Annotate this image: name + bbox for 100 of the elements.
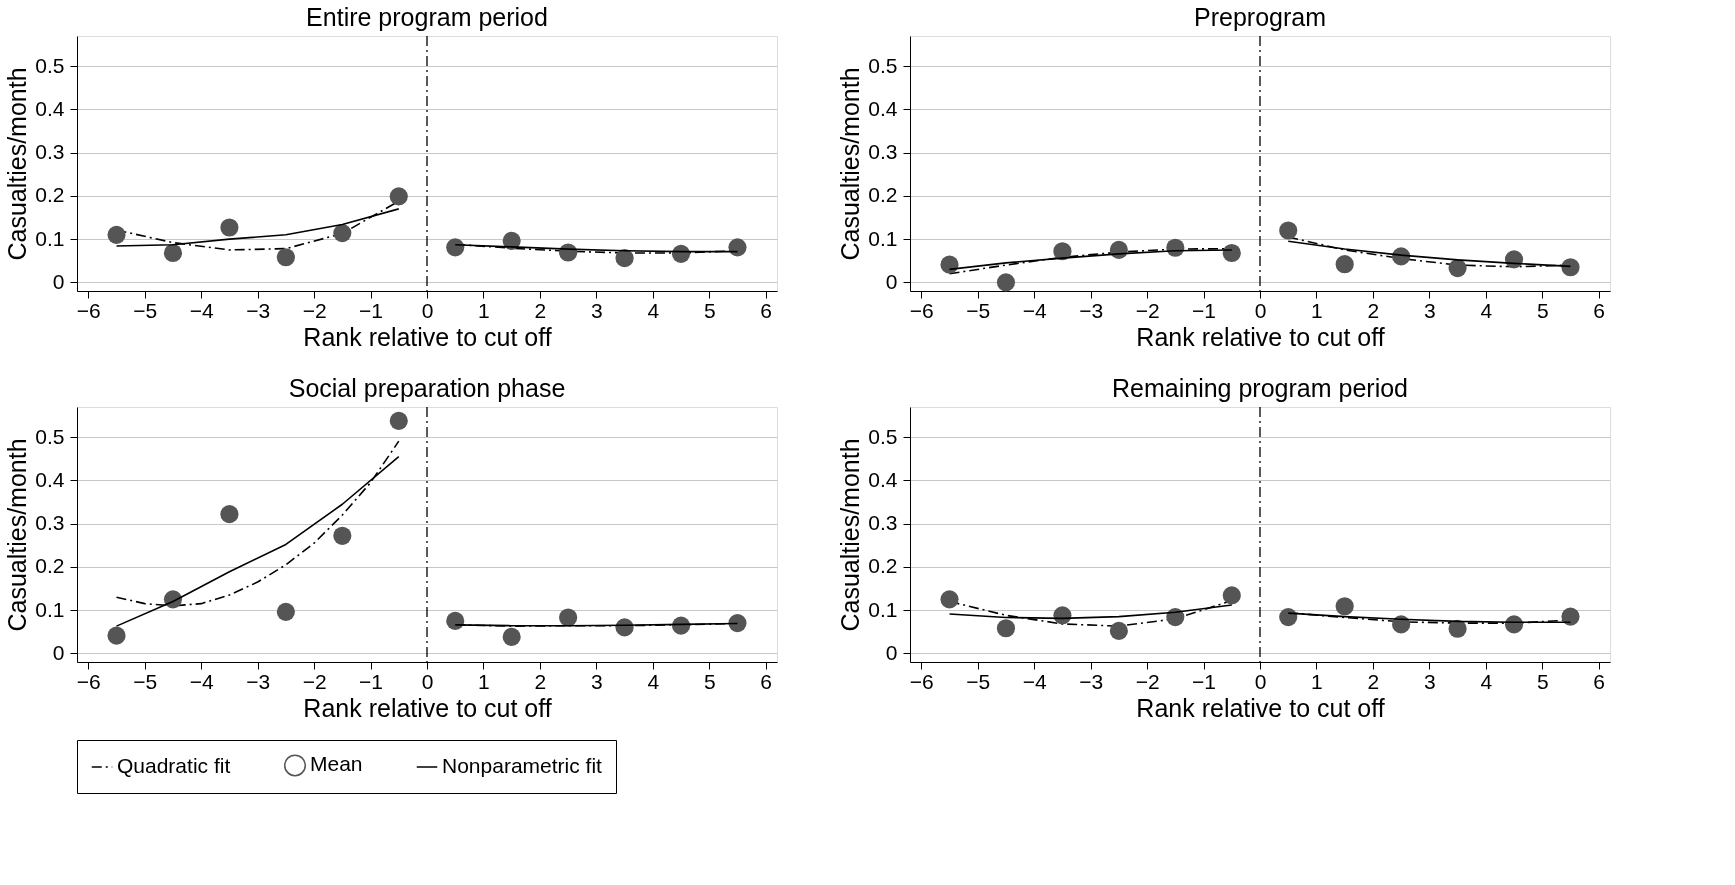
x-tick-label: −4 — [189, 669, 214, 693]
point — [1109, 240, 1128, 260]
y-tick-label: 0.5 — [868, 53, 898, 77]
point — [502, 627, 521, 646]
y-axis-title: Casualties/month — [3, 438, 32, 632]
point — [333, 224, 352, 243]
x-tick-label: 5 — [1536, 669, 1549, 693]
legend-label: Quadratic fit — [117, 754, 231, 777]
point — [728, 238, 747, 257]
x-tick-label: −1 — [1192, 669, 1217, 693]
x-tick-label: 1 — [1311, 669, 1323, 693]
x-axis-title: Rank relative to cut off — [303, 322, 552, 351]
x-tick-label: −3 — [246, 298, 271, 322]
x-tick-label: −4 — [189, 298, 214, 322]
x-axis-title: Rank relative to cut off — [1136, 693, 1385, 722]
x-tick-label: −4 — [1022, 669, 1047, 693]
point — [163, 243, 183, 263]
point — [220, 218, 239, 237]
legend-label: Nonparametric fit — [442, 754, 603, 777]
y-tick-label: 0.4 — [35, 96, 65, 120]
point — [940, 255, 959, 274]
point — [1561, 258, 1580, 277]
x-tick-label: −6 — [76, 298, 101, 322]
x-tick-label: −3 — [1079, 298, 1104, 322]
point — [1222, 243, 1241, 263]
point — [615, 249, 634, 268]
x-tick-label: −3 — [246, 669, 271, 693]
x-tick-label: −5 — [133, 669, 158, 693]
y-tick-label: 0.3 — [35, 511, 65, 535]
chart-title: Social preparation phase — [288, 374, 566, 403]
chart-title: Remaining program period — [1112, 374, 1408, 403]
x-tick-label: −2 — [1135, 298, 1160, 322]
y-tick-label: 0 — [885, 640, 898, 664]
y-tick-label: 0.2 — [868, 554, 898, 578]
point — [107, 626, 126, 645]
point — [389, 187, 408, 206]
point — [1166, 607, 1185, 627]
x-tick-label: 6 — [1593, 669, 1606, 693]
point — [276, 248, 295, 267]
x-tick-label: −2 — [302, 669, 327, 693]
x-axis-title: Rank relative to cut off — [303, 693, 552, 722]
y-tick-label: 0.3 — [868, 140, 898, 164]
y-tick-label: 0.2 — [35, 554, 65, 578]
point — [671, 244, 691, 263]
point — [1053, 242, 1072, 261]
x-tick-label: 1 — [478, 298, 490, 322]
point — [1222, 586, 1241, 605]
point — [1504, 250, 1524, 269]
point — [107, 225, 126, 244]
y-tick-label: 0.2 — [35, 183, 65, 207]
x-tick-label: 3 — [1424, 669, 1436, 693]
point — [446, 611, 465, 631]
y-tick-label: 0.5 — [868, 424, 898, 448]
x-tick-label: −6 — [909, 298, 934, 322]
x-tick-label: 3 — [1424, 298, 1436, 322]
x-tick-label: −5 — [966, 298, 991, 322]
y-tick-label: 0.3 — [35, 140, 65, 164]
y-axis-title: Casualties/month — [836, 67, 865, 261]
point — [220, 505, 239, 524]
x-tick-label: −2 — [1135, 669, 1160, 693]
x-tick-label: −5 — [133, 298, 158, 322]
x-tick-label: 3 — [591, 298, 603, 322]
point — [1561, 607, 1580, 626]
y-tick-label: 0.2 — [868, 183, 898, 207]
point — [1335, 597, 1354, 616]
x-tick-label: 0 — [421, 298, 434, 322]
point — [1448, 619, 1467, 638]
point — [996, 619, 1016, 638]
x-tick-label: 6 — [760, 298, 773, 322]
x-tick-label: −1 — [1192, 298, 1217, 322]
x-tick-label: −2 — [302, 298, 327, 322]
point — [1335, 255, 1354, 274]
point — [671, 616, 691, 635]
legend-label: Mean — [310, 752, 363, 776]
y-tick-label: 0.3 — [868, 511, 898, 535]
x-tick-label: 2 — [534, 298, 547, 322]
y-tick-label: 0.5 — [35, 424, 65, 448]
x-tick-label: 5 — [703, 298, 716, 322]
chart-title: Preprogram — [1194, 3, 1326, 32]
y-tick-label: 0.4 — [35, 467, 65, 491]
x-tick-label: 5 — [703, 669, 716, 693]
x-tick-label: 5 — [1536, 298, 1549, 322]
point — [1109, 621, 1128, 640]
point — [389, 411, 408, 430]
y-tick-label: 0.5 — [35, 53, 65, 77]
y-tick-label: 0.1 — [35, 597, 65, 621]
x-tick-label: 6 — [1593, 298, 1606, 322]
y-tick-label: 0.1 — [868, 597, 898, 621]
y-tick-label: 0 — [52, 269, 65, 293]
x-tick-label: 1 — [478, 669, 490, 693]
y-tick-label: 0 — [52, 640, 65, 664]
point — [1448, 259, 1467, 278]
x-tick-label: −6 — [909, 669, 934, 693]
x-tick-label: 4 — [1480, 669, 1493, 693]
y-tick-label: 0.4 — [868, 467, 898, 491]
x-tick-label: −4 — [1022, 298, 1047, 322]
point — [446, 238, 465, 257]
y-tick-label: 0.1 — [35, 226, 65, 250]
y-tick-label: 0.4 — [868, 96, 898, 120]
y-axis-title: Casualties/month — [836, 438, 865, 632]
